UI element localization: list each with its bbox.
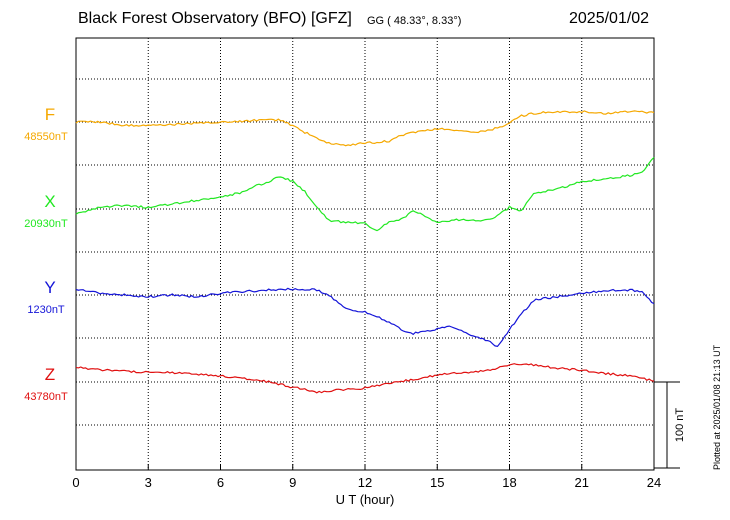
series-line-y	[75, 287, 655, 348]
x-tick-label: 15	[430, 475, 444, 490]
x-tick-label: 9	[289, 475, 296, 490]
series-line-x	[75, 156, 655, 232]
x-tick-label: 0	[72, 475, 79, 490]
series-name-y: Y	[44, 278, 55, 297]
series-baseline-label-y: 1230nT	[27, 304, 65, 316]
x-tick-label: 12	[358, 475, 372, 490]
x-tick-label: 24	[647, 475, 661, 490]
chart-title: Black Forest Observatory (BFO) [GFZ]	[78, 10, 352, 27]
x-tick-label: 3	[145, 475, 152, 490]
x-axis-label: U T (hour)	[336, 492, 395, 507]
chart-date: 2025/01/02	[569, 10, 650, 27]
x-tick-label: 18	[502, 475, 516, 490]
series-name-z: Z	[45, 365, 55, 384]
scale-bar-label: 100 nT	[674, 408, 686, 443]
series-line-z	[75, 363, 655, 394]
series-name-f: F	[45, 105, 55, 124]
x-tick-label: 21	[575, 475, 589, 490]
series-baseline-label-f: 48550nT	[24, 131, 68, 143]
station-coordinates: GG ( 48.33°, 8.33°)	[367, 15, 462, 27]
series-name-x: X	[44, 192, 55, 211]
series-baseline-label-x: 20930nT	[24, 218, 68, 230]
series-line-f	[75, 110, 655, 147]
series-baseline-label-z: 43780nT	[24, 391, 68, 403]
x-tick-label: 6	[217, 475, 224, 490]
plotted-timestamp: Plotted at 2025/01/08 21:13 UT	[712, 344, 722, 470]
